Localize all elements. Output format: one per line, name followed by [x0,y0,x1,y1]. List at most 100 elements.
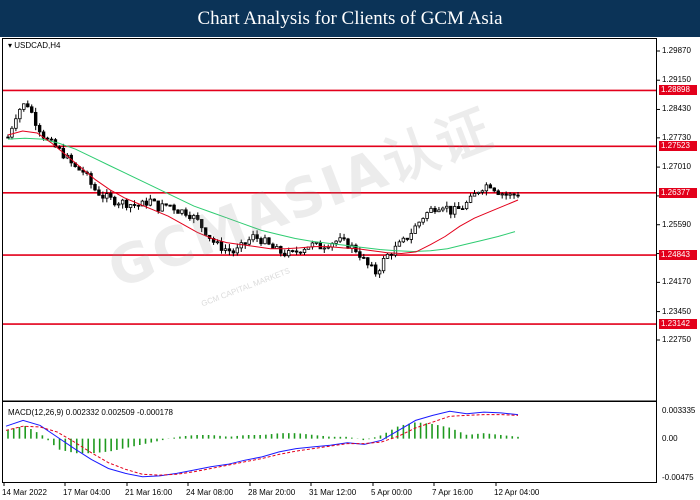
candle-body [93,184,97,191]
candle-body [6,136,10,139]
candle-body [101,194,105,199]
candle-body [496,190,500,195]
candle-body [453,206,457,215]
candle-body [196,215,200,220]
candle-body [472,193,477,197]
candle-body [164,203,168,206]
candle-body [445,205,449,209]
candle-body [172,204,176,211]
candle-body [148,198,153,206]
candle-body [381,257,386,272]
candle-body [460,208,465,210]
candle-body [401,237,406,243]
macd-line [5,410,519,478]
candle-body [26,103,30,108]
candle-body [362,256,366,259]
candle-body [512,193,516,196]
candle-body [263,237,267,245]
candle-body [500,193,504,196]
candle-body [160,203,164,212]
candle-body [81,169,85,173]
candle-body [286,250,291,257]
candle-body [105,193,109,199]
candle-body [409,233,413,240]
x-tick-label: 28 Mar 20:00 [248,488,296,497]
y-tick-label: 1.29870 [662,46,691,55]
candle-body [200,219,204,229]
candle-body [290,250,295,252]
level-price-tag: 1.23142 [659,319,697,330]
candle-body [433,207,437,213]
candle-body [132,204,137,206]
candle-body [468,195,473,203]
candle-body [22,103,26,110]
candle-body [480,190,485,193]
candle-body [342,237,346,240]
y-tick-label: 1.25590 [662,219,691,229]
candle-body [215,241,220,244]
candle-body [223,248,228,251]
macd-tick-label: 0.003335 [662,406,696,415]
candle-body [322,247,326,250]
candle-body [318,241,323,250]
candle-body [259,238,263,245]
candle-body [346,238,350,249]
candle-body [188,214,192,220]
candle-body [136,204,141,207]
x-tick-label: 5 Apr 00:00 [371,488,412,497]
candle-body [417,221,421,227]
symbol-label[interactable]: ▾ USDCAD,H4 [8,41,61,50]
candle-body [504,193,508,196]
candle-body [366,257,370,266]
ma-fast-line [7,130,519,255]
candle-body [492,187,496,192]
y-tick-label: 1.24170 [662,277,691,287]
candle-body [116,203,121,206]
candle-body [120,199,125,205]
candle-body [516,194,520,197]
level-price-tag: 1.27523 [659,141,697,152]
candle-body [421,218,425,223]
x-tick-label: 12 Apr 04:00 [494,488,540,497]
x-tick-label: 17 Mar 04:00 [63,488,111,497]
page-title: Chart Analysis for Clients of GCM Asia [0,0,700,37]
candle-body [37,125,42,133]
candle-body [429,207,433,213]
candle-body [389,253,394,256]
candle-body [49,138,54,141]
x-tick-label: 14 Mar 2022 [2,488,47,497]
chart-panel[interactable] [2,38,657,483]
candle-body [377,270,382,275]
candle-body [334,240,338,244]
candle-body [53,139,58,148]
candle-body [508,193,512,196]
candle-body [476,191,481,194]
candle-body [113,196,117,206]
candle-body [180,209,184,214]
y-tick-label: 1.23450 [662,306,691,316]
y-tick-label: 1.27730 [662,132,691,142]
candle-body [14,118,18,129]
candle-body [437,209,441,213]
candle-body [235,247,240,254]
macd-signal-line [5,414,519,476]
candle-body [405,237,410,240]
y-tick-label: 1.27010 [662,162,691,172]
candle-body [97,189,101,196]
candle-body [294,250,299,253]
candle-body [251,234,255,241]
candle-body [302,248,307,253]
candle-body [370,264,374,267]
candle-body [385,253,390,259]
candle-body [192,215,196,220]
candle-body [243,242,247,245]
candle-body [298,251,303,254]
candle-body [219,241,224,251]
candle-body [449,205,453,215]
macd-panel [2,401,657,483]
level-price-tag: 1.28898 [659,85,697,96]
candle-body [456,206,461,209]
macd-tick-label: -0.00475 [662,473,694,482]
y-tick-label: 1.29150 [662,75,691,85]
